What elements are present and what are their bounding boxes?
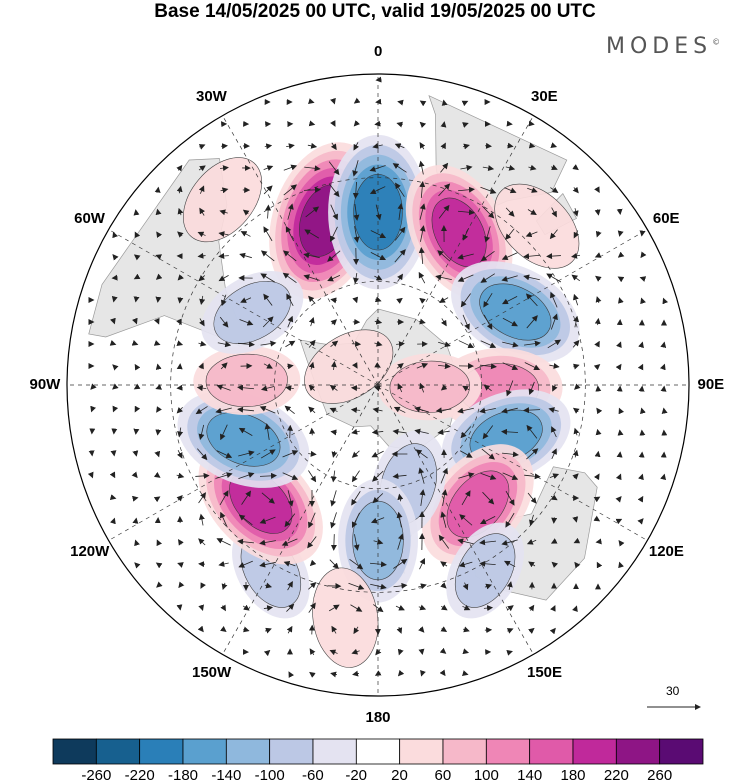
longitude-label: 120W xyxy=(70,544,109,560)
wind-vector xyxy=(642,232,643,235)
colorbar-swatch xyxy=(270,739,313,764)
longitude-label: 60E xyxy=(653,211,680,227)
colorbar-swatch xyxy=(530,739,573,764)
map-disc xyxy=(60,70,700,700)
longitude-label: 60W xyxy=(74,211,105,227)
wind-vector xyxy=(158,298,159,302)
colorbar-tick-label: 140 xyxy=(517,767,542,784)
page-title: Base 14/05/2025 00 UTC, valid 19/05/2025… xyxy=(0,0,750,24)
wind-vector xyxy=(290,426,291,438)
wind-vector xyxy=(221,146,227,147)
colorbar-swatch xyxy=(226,739,269,764)
colorbar-tick-label: -220 xyxy=(125,767,155,784)
longitude-label: 150E xyxy=(527,665,562,681)
colorbar-tick-label: 20 xyxy=(391,767,408,784)
wind-vector xyxy=(136,518,137,521)
longitude-label: 150W xyxy=(192,665,231,681)
colorbar-tick-label: -100 xyxy=(255,767,285,784)
colorbar-swatch xyxy=(400,739,443,764)
colorbar-tick-label: 180 xyxy=(561,767,586,784)
longitude-label: 0 xyxy=(374,44,382,60)
colorbar-tick-label: 260 xyxy=(647,767,672,784)
wind-vector xyxy=(664,409,665,412)
vector-reference-label: 30 xyxy=(666,684,679,698)
colorbar-swatch xyxy=(616,739,659,764)
colorbar-swatch xyxy=(486,739,529,764)
longitude-label: 180 xyxy=(366,710,391,726)
wind-vector xyxy=(312,429,313,436)
longitude-label: 90W xyxy=(30,377,61,393)
wind-vector xyxy=(334,534,335,550)
longitude-label: 30W xyxy=(196,89,227,105)
colorbar-tick-label: 60 xyxy=(435,767,452,784)
wind-vector xyxy=(596,542,599,543)
colorbar-tick-label: -260 xyxy=(81,767,111,784)
colorbar xyxy=(53,739,703,764)
colorbar-swatch xyxy=(443,739,486,764)
wind-vector xyxy=(136,298,137,301)
colorbar-swatch xyxy=(573,739,616,764)
colorbar-tick-label: 100 xyxy=(474,767,499,784)
colorbar-tick-label: -20 xyxy=(345,767,367,784)
colorbar-swatch xyxy=(660,739,703,764)
colorbar-swatch xyxy=(313,739,356,764)
wind-vector xyxy=(620,210,621,214)
wind-vector xyxy=(485,146,491,147)
colorbar-swatch xyxy=(140,739,183,764)
longitude-label: 90E xyxy=(698,377,725,393)
colorbar-swatch xyxy=(183,739,226,764)
colorbar-tick-label: 220 xyxy=(604,767,629,784)
longitude-label: 30E xyxy=(531,89,558,105)
wind-vector xyxy=(114,452,115,455)
wind-vector xyxy=(620,430,621,433)
colorbar-tick-label: -180 xyxy=(168,767,198,784)
longitude-label: 120E xyxy=(649,544,684,560)
wind-vector xyxy=(376,102,380,103)
colorbar-tick-label: -60 xyxy=(302,767,324,784)
colorbar-swatch xyxy=(53,739,96,764)
colorbar-tick-label: -140 xyxy=(211,767,241,784)
colorbar-swatch xyxy=(96,739,139,764)
colorbar-swatch xyxy=(356,739,399,764)
brand-logo: MODES© xyxy=(606,34,720,59)
